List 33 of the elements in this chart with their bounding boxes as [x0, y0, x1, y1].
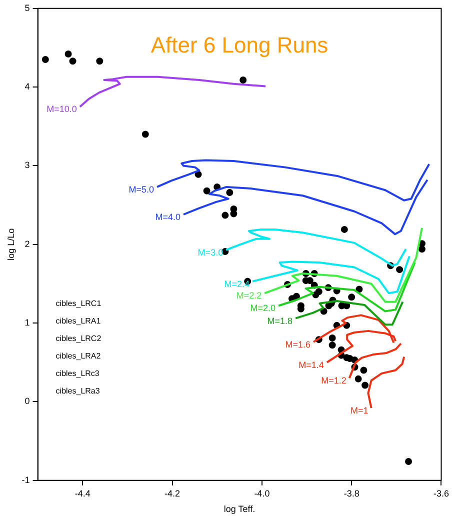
- annotation: cibles_LRa3: [56, 386, 100, 396]
- y-tick-label: -1: [22, 474, 30, 485]
- series-label: M=10.0: [46, 104, 77, 114]
- series-label: M=5.0: [128, 184, 154, 194]
- series-label: M=4.0: [155, 212, 180, 222]
- annotation: cibles_LRC2: [56, 334, 102, 344]
- y-tick-label: 0: [24, 396, 30, 406]
- annotation: cibles_LRA1: [56, 316, 102, 326]
- series-label: M=1.4: [298, 360, 324, 370]
- series-label: M=1.6: [285, 339, 310, 350]
- x-axis-title: log Teff.: [224, 504, 256, 514]
- y-axis-title: log L/Lo: [6, 228, 16, 260]
- series-label: M=1.8: [267, 316, 293, 326]
- series-label: M=1: [350, 406, 368, 416]
- x-tick-label: -3.6: [433, 488, 450, 498]
- series-label: M=2.0: [250, 303, 276, 314]
- y-tick-label: 3: [24, 160, 30, 170]
- series-label: M=2.2: [236, 290, 262, 301]
- x-tick-label: -3.8: [344, 488, 360, 498]
- series-label: M=2.4: [224, 278, 250, 289]
- text: After 6 Long Runs: [150, 32, 328, 58]
- series-label: M=3.0: [198, 247, 224, 258]
- x-tick-label: -4.0: [254, 488, 270, 498]
- y-tick-label: 1: [24, 318, 30, 328]
- annotation: cibles_LRA2: [56, 352, 102, 361]
- annotation: cibles_LRC1: [56, 299, 102, 308]
- annotation: cibles_LRc3: [56, 369, 100, 378]
- y-tick-label: 5: [24, 2, 30, 13]
- x-tick-label: -4.2: [164, 488, 180, 498]
- y-tick-label: 4: [24, 82, 30, 92]
- x-tick-label: -4.4: [74, 488, 90, 498]
- y-tick-label: 2: [24, 238, 30, 249]
- series-label: M=1.2: [321, 376, 346, 386]
